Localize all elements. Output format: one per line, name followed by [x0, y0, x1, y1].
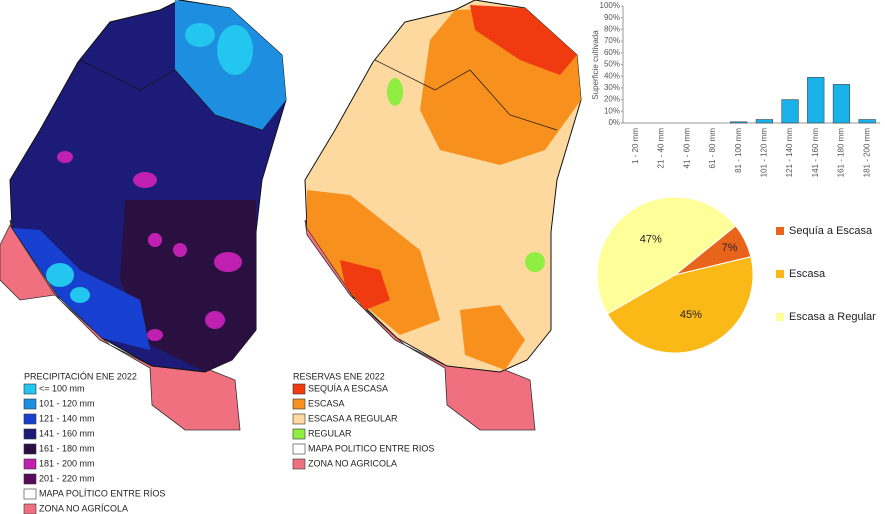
legend-swatch [23, 428, 37, 440]
legend-label: ESCASA [308, 398, 345, 408]
bar [730, 121, 748, 124]
legend-swatch [23, 488, 37, 500]
x-tick-label: 161 - 180 mm [837, 128, 846, 178]
y-tick-label: 80% [604, 25, 620, 34]
x-tick-label: 141 - 160 mm [811, 128, 820, 178]
bar [781, 99, 799, 124]
legend-label: <= 100 mm [39, 383, 85, 393]
legend-label: ZONA NO AGRICOLA [308, 458, 397, 468]
bar [755, 119, 773, 124]
x-tick-label: 181 - 200 mm [862, 128, 871, 178]
legend-swatch [776, 270, 784, 278]
x-tick-label: 81 - 100 mm [734, 128, 743, 173]
value-label: 45% [680, 309, 702, 321]
legend-swatch [776, 227, 784, 235]
bar [832, 84, 851, 124]
legend-label: Escasa a Regular [789, 311, 876, 323]
y-axis-label: Superficie cultivada [591, 30, 600, 100]
legend-swatch [23, 458, 37, 470]
legend-swatch [23, 398, 37, 410]
legend-label: ZONA NO AGRÍCOLA [39, 503, 128, 513]
legend-label: Escasa [789, 268, 826, 280]
legend-swatch [292, 443, 306, 455]
y-tick-label: 30% [604, 83, 620, 92]
x-tick-label: 41 - 60 mm [682, 128, 691, 169]
precipitation-map [0, 0, 287, 431]
legend-label: 101 - 120 mm [39, 398, 95, 408]
legend-swatch [23, 503, 37, 514]
legend-swatch [292, 383, 306, 395]
x-tick-label: 61 - 80 mm [708, 128, 717, 169]
legend-swatch [292, 428, 306, 440]
legend-swatch [292, 398, 306, 410]
legend-swatch [292, 413, 306, 425]
legend-label: SEQUÍA A ESCASA [308, 383, 388, 393]
legend-title: RESERVAS ENE 2022 [293, 371, 385, 381]
bar [858, 119, 876, 124]
x-tick-label: 21 - 40 mm [657, 128, 666, 169]
legend-title: PRECIPITACIÓN ENE 2022 [24, 371, 137, 381]
legend-swatch [23, 413, 37, 425]
pie-slice [606, 256, 754, 354]
legend-swatch [776, 313, 784, 321]
legend-swatch [23, 443, 37, 455]
legend-label: 161 - 180 mm [39, 443, 95, 453]
reserves-map [304, 0, 582, 431]
legend-swatch [23, 383, 37, 395]
pie-slice [596, 196, 737, 315]
y-tick-label: 90% [604, 13, 620, 22]
legend-swatch [23, 473, 37, 485]
legend-swatch [292, 458, 306, 470]
x-tick-label: 121 - 140 mm [785, 128, 794, 178]
x-tick-label: 101 - 120 mm [759, 128, 768, 178]
y-tick-label: 100% [600, 1, 620, 10]
legend-label: REGULAR [308, 428, 352, 438]
y-tick-label: 40% [604, 71, 620, 80]
bar [807, 77, 825, 124]
legend-label: MAPA POLITICO ENTRE RIOS [308, 443, 434, 453]
legend-label: 201 - 220 mm [39, 473, 95, 483]
value-label: 7% [722, 242, 738, 254]
value-label: 47% [640, 234, 662, 246]
legend-label: Sequía a Escasa [789, 225, 873, 237]
y-tick-label: 10% [604, 106, 620, 115]
y-tick-label: 0% [608, 118, 620, 127]
y-tick-label: 60% [604, 48, 620, 57]
legend-label: 121 - 140 mm [39, 413, 95, 423]
x-tick-label: 1 - 20 mm [631, 128, 640, 164]
y-tick-label: 50% [604, 60, 620, 69]
legend-label: 181 - 200 mm [39, 458, 95, 468]
legend-label: ESCASA A REGULAR [308, 413, 398, 423]
legend-label: MAPA POLÍTICO ENTRE RÍOS [39, 488, 165, 498]
y-tick-label: 20% [604, 95, 620, 104]
y-tick-label: 70% [604, 36, 620, 45]
legend-label: 141 - 160 mm [39, 428, 95, 438]
